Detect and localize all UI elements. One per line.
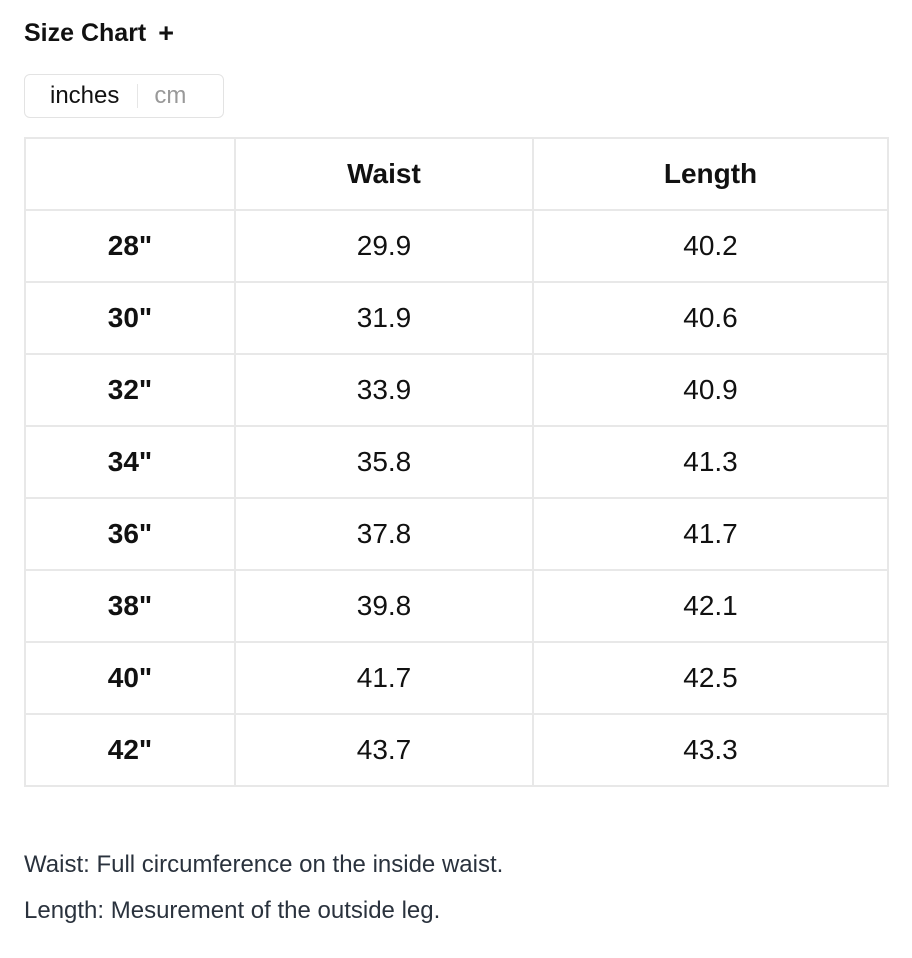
table-row: 30" 31.9 40.6: [24, 281, 889, 355]
cell-waist: 39.8: [234, 569, 534, 643]
header-size: [24, 137, 236, 211]
plus-icon[interactable]: +: [158, 18, 175, 48]
table-row: 36" 37.8 41.7: [24, 497, 889, 571]
cell-length: 42.1: [532, 569, 889, 643]
table-row: 38" 39.8 42.1: [24, 569, 889, 643]
cell-length: 40.2: [532, 209, 889, 283]
cell-waist: 37.8: [234, 497, 534, 571]
cell-size: 34": [24, 425, 236, 499]
table-row: 40" 41.7 42.5: [24, 641, 889, 715]
table-row: 28" 29.9 40.2: [24, 209, 889, 283]
cell-length: 41.7: [532, 497, 889, 571]
cell-waist: 43.7: [234, 713, 534, 787]
cell-waist: 35.8: [234, 425, 534, 499]
cell-size: 32": [24, 353, 236, 427]
size-table: Waist Length 28" 29.9 40.2 30" 31.9 40.6 32" 33…: [24, 137, 889, 787]
cell-length: 42.5: [532, 641, 889, 715]
page-title: Size Chart: [24, 19, 147, 47]
note-waist: Waist: Full circumference on the inside …: [24, 851, 504, 878]
cell-waist: 31.9: [234, 281, 534, 355]
header-length: Length: [532, 137, 889, 211]
cell-size: 36": [24, 497, 236, 571]
table-row: 32" 33.9 40.9: [24, 353, 889, 427]
cell-length: 41.3: [532, 425, 889, 499]
cell-waist: 33.9: [234, 353, 534, 427]
cell-size: 28": [24, 209, 236, 283]
divider: [137, 84, 139, 108]
cell-waist: 41.7: [234, 641, 534, 715]
table-row: 34" 35.8 41.3: [24, 425, 889, 499]
unit-option-inches[interactable]: inches: [50, 82, 120, 109]
header-waist: Waist: [234, 137, 534, 211]
cell-size: 42": [24, 713, 236, 787]
size-notes: Waist: Full circumference on the inside …: [24, 842, 503, 934]
note-length: Length: Mesurement of the outside leg.: [24, 897, 441, 924]
table-header-row: Waist Length: [24, 137, 889, 211]
cell-waist: 29.9: [234, 209, 534, 283]
cell-size: 40": [24, 641, 236, 715]
cell-length: 40.9: [532, 353, 889, 427]
unit-toggle: inches cm: [24, 74, 224, 118]
unit-option-cm[interactable]: cm: [154, 82, 187, 109]
cell-size: 38": [24, 569, 236, 643]
cell-length: 40.6: [532, 281, 889, 355]
table-row: 42" 43.7 43.3: [24, 713, 889, 787]
size-chart-header[interactable]: Size Chart +: [24, 18, 174, 49]
cell-length: 43.3: [532, 713, 889, 787]
cell-size: 30": [24, 281, 236, 355]
